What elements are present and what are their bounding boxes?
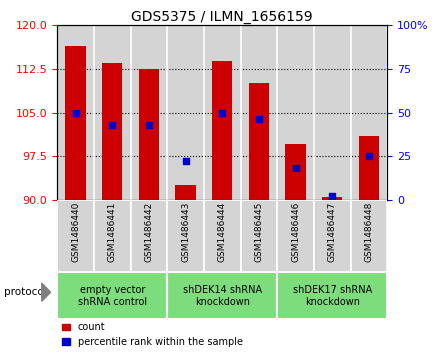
Bar — [66, 46, 86, 200]
Bar — [167, 200, 204, 272]
Text: GSM1486442: GSM1486442 — [144, 202, 154, 262]
Text: GSM1486446: GSM1486446 — [291, 202, 300, 262]
Text: GSM1486448: GSM1486448 — [364, 202, 374, 262]
Text: GSM1486445: GSM1486445 — [254, 202, 264, 262]
Bar — [277, 200, 314, 272]
Text: shDEK17 shRNA
knockdown: shDEK17 shRNA knockdown — [293, 285, 372, 307]
Text: GSM1486444: GSM1486444 — [218, 202, 227, 262]
Legend: count, percentile rank within the sample: count, percentile rank within the sample — [62, 322, 242, 347]
Bar — [277, 272, 387, 319]
Text: shDEK14 shRNA
knockdown: shDEK14 shRNA knockdown — [183, 285, 262, 307]
Point — [365, 153, 372, 159]
Bar — [322, 197, 342, 200]
Bar — [359, 136, 379, 200]
Text: GSM1486443: GSM1486443 — [181, 202, 190, 262]
Bar — [176, 185, 196, 200]
Bar — [286, 144, 306, 200]
Point — [182, 158, 189, 164]
Bar — [167, 272, 277, 319]
Text: empty vector
shRNA control: empty vector shRNA control — [77, 285, 147, 307]
Point — [145, 122, 152, 128]
Bar — [57, 272, 167, 319]
Bar — [204, 200, 241, 272]
Title: GDS5375 / ILMN_1656159: GDS5375 / ILMN_1656159 — [132, 11, 313, 24]
Bar — [241, 200, 277, 272]
Bar — [139, 69, 159, 200]
Text: GSM1486441: GSM1486441 — [108, 202, 117, 262]
Bar — [94, 200, 131, 272]
Text: GSM1486440: GSM1486440 — [71, 202, 80, 262]
Point — [109, 122, 116, 128]
Bar — [314, 200, 351, 272]
Bar — [212, 61, 232, 200]
Bar — [351, 200, 387, 272]
Bar — [102, 63, 122, 200]
Text: GSM1486447: GSM1486447 — [328, 202, 337, 262]
Bar — [249, 83, 269, 200]
Bar — [57, 200, 94, 272]
Point — [72, 110, 79, 115]
Point — [255, 117, 262, 122]
Point — [329, 193, 336, 199]
Point — [292, 166, 299, 171]
Bar — [131, 200, 167, 272]
Point — [219, 110, 226, 115]
Text: protocol: protocol — [4, 287, 47, 297]
